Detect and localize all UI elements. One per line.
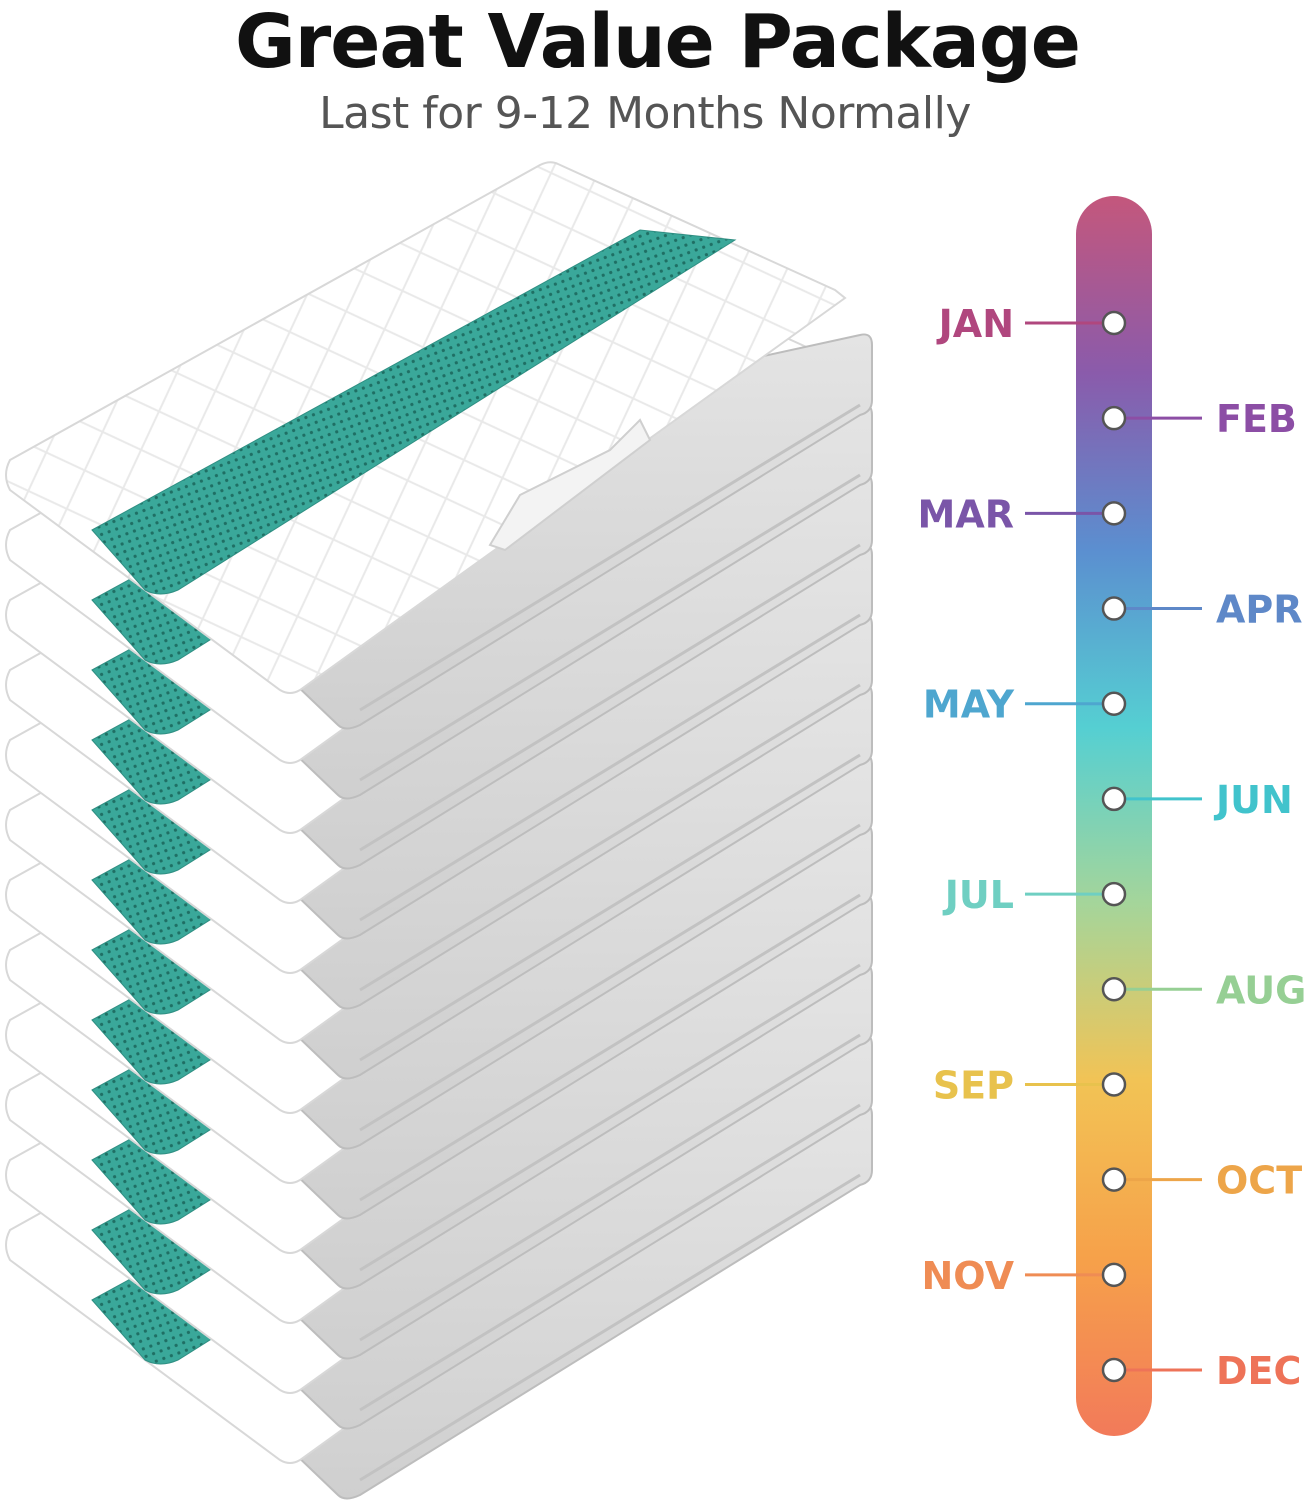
month-jan: JAN <box>936 302 1127 346</box>
month-dot <box>1101 881 1127 907</box>
month-dot <box>1101 1262 1127 1288</box>
month-dot <box>1101 786 1127 812</box>
timeline-bar <box>1076 196 1152 1436</box>
month-label: NOV <box>922 1254 1015 1298</box>
month-sep: SEP <box>933 1063 1127 1107</box>
month-dot <box>1101 1072 1127 1097</box>
month-dot <box>1101 1167 1127 1192</box>
month-dec: DEC <box>1101 1349 1301 1393</box>
month-label: JUN <box>1213 778 1293 822</box>
month-dot <box>1101 596 1127 621</box>
month-label: MAY <box>923 683 1015 727</box>
mop-pad <box>5 161 873 730</box>
month-label: APR <box>1216 588 1303 632</box>
month-label: DEC <box>1216 1349 1301 1393</box>
month-label: FEB <box>1216 397 1297 441</box>
month-mar: MAR <box>918 492 1127 536</box>
month-may: MAY <box>923 683 1127 727</box>
month-timeline: JAN FEB MAR APR MAY JUN JUL AUG SEP OCT NOV DEC <box>918 196 1306 1436</box>
page-subtitle: Last for 9-12 Months Normally <box>319 88 971 139</box>
month-dot <box>1101 310 1127 336</box>
month-label: SEP <box>933 1063 1014 1107</box>
page-title: Great Value Package <box>234 0 1081 85</box>
month-apr: APR <box>1101 588 1303 632</box>
month-jul: JUL <box>942 873 1127 917</box>
month-label: JAN <box>936 302 1014 346</box>
month-oct: OCT <box>1101 1159 1302 1203</box>
month-dot <box>1101 1357 1127 1383</box>
month-aug: AUG <box>1101 968 1306 1012</box>
month-label: MAR <box>918 492 1014 536</box>
month-dot <box>1101 405 1127 431</box>
month-label: AUG <box>1216 968 1306 1012</box>
month-label: JUL <box>942 873 1014 917</box>
month-feb: FEB <box>1101 397 1297 441</box>
month-dot <box>1101 691 1127 716</box>
mop-pad-stack-image <box>5 161 873 1500</box>
month-nov: NOV <box>922 1254 1127 1298</box>
month-label: OCT <box>1216 1159 1302 1203</box>
month-jun: JUN <box>1101 778 1293 822</box>
month-dot <box>1101 501 1127 526</box>
month-dot <box>1101 977 1127 1002</box>
